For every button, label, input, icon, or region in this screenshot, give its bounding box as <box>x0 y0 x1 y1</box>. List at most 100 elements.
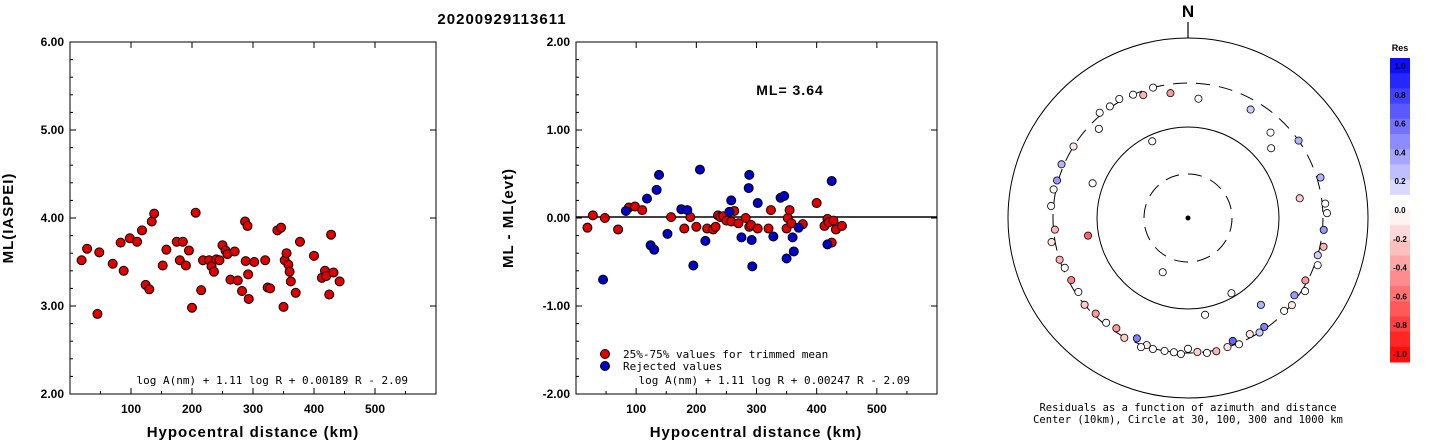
station-point <box>1094 124 1103 133</box>
rejected-point <box>793 222 804 233</box>
station-point <box>1160 346 1169 355</box>
plot2-xtick-label: 200 <box>686 402 706 416</box>
ml-point <box>149 208 160 219</box>
station-point <box>1301 276 1310 285</box>
station-point <box>1120 333 1129 342</box>
trimmed-point <box>752 223 763 234</box>
ml-point <box>177 236 188 247</box>
rejected-point <box>826 176 837 187</box>
rejected-point <box>787 232 798 243</box>
station-point <box>1166 89 1175 98</box>
ml-point <box>326 229 337 240</box>
trimmed-point <box>836 220 847 231</box>
legend-label-trimmed: 25%-75% values for trimmed mean <box>623 348 828 361</box>
station-point <box>1290 291 1299 300</box>
plot1-xtick-label: 400 <box>304 402 324 416</box>
rejected-point <box>662 228 673 239</box>
station-point <box>1137 343 1146 352</box>
colorbar-cell <box>1390 194 1410 211</box>
plot1-xtick-label: 100 <box>121 402 141 416</box>
colorbar-tick-label: 0.8 <box>1394 91 1406 100</box>
station-point <box>1227 289 1236 298</box>
colorbar-cell <box>1390 88 1410 105</box>
ml-point <box>232 275 243 286</box>
station-point <box>1176 350 1185 359</box>
station-point <box>1194 94 1203 103</box>
plot1-xtick-label: 200 <box>182 402 202 416</box>
station-point <box>1053 176 1062 185</box>
colorbar-cell <box>1390 58 1410 74</box>
ml-point <box>309 250 319 261</box>
colorbar-tick-label: 0.6 <box>1394 120 1406 129</box>
ml-point <box>281 248 292 259</box>
colorbar-cell <box>1390 149 1410 165</box>
colorbar-tick-label: 0.2 <box>1394 177 1406 186</box>
plot2-xtick-label: 100 <box>626 402 646 416</box>
trimmed-point <box>763 223 774 234</box>
station-point <box>1158 268 1167 277</box>
rejected-point <box>736 232 747 243</box>
trimmed-point <box>679 223 690 234</box>
station-point <box>1148 137 1157 146</box>
trimmed-point <box>784 205 795 216</box>
rejected-point <box>700 235 711 246</box>
trimmed-point <box>613 224 624 235</box>
station-point <box>1319 225 1328 234</box>
station-point <box>1067 276 1076 285</box>
station-point <box>1245 330 1254 339</box>
ml-point <box>136 225 147 236</box>
plot2-ytick-label: 2.00 <box>547 35 571 49</box>
rejected-point <box>724 206 735 217</box>
station-point <box>1115 94 1124 103</box>
colorbar-cell <box>1390 255 1410 272</box>
ml-point <box>132 236 143 247</box>
rejected-point <box>768 231 779 242</box>
residual-colorbar: Res 1.0 0.8 0.6 0.4 0.2 0.0 -0.2 -0.4 -0.6 -0.8 -1… <box>1390 43 1410 363</box>
rejected-point <box>620 205 631 216</box>
colorbar-cell <box>1390 73 1410 89</box>
colorbar-tick-label: -0.6 <box>1393 292 1407 301</box>
plot1-xtick-label: 500 <box>365 402 385 416</box>
legend-marker-trimmed <box>600 349 610 359</box>
station-point <box>1295 194 1304 203</box>
ml-point <box>334 276 345 287</box>
colorbar-cell <box>1390 118 1410 135</box>
station-point <box>1047 238 1056 247</box>
rejected-point <box>682 205 693 216</box>
colorbar-cell <box>1390 103 1410 120</box>
station-point <box>1321 199 1330 208</box>
trimmed-point <box>587 210 598 221</box>
station-point <box>1057 160 1066 169</box>
station-point <box>1169 348 1178 357</box>
colorbar-cell <box>1390 225 1410 241</box>
station-point <box>1212 347 1221 356</box>
colorbar-tick-label: -0.2 <box>1393 235 1407 244</box>
station-point <box>1047 202 1056 211</box>
colorbar-cell <box>1390 134 1410 150</box>
station-point <box>1069 142 1078 151</box>
rejected-point <box>744 169 755 180</box>
station-point <box>1223 343 1232 352</box>
station-point <box>1246 105 1255 114</box>
trimmed-point <box>765 205 776 216</box>
ml-point <box>214 255 225 266</box>
rejected-point <box>649 244 660 255</box>
colorbar-cell <box>1390 331 1410 348</box>
ml-point <box>265 283 276 294</box>
rejected-point <box>779 191 790 201</box>
polar-caption-line2: Center (10km), Circle at 30, 100, 300 an… <box>1033 414 1343 426</box>
ml-point <box>107 258 118 269</box>
plot1-points <box>76 207 345 319</box>
ml-point <box>229 246 240 257</box>
plot2-ytick-label: -2.00 <box>543 387 571 401</box>
plot1-xtick-label: 300 <box>243 402 263 416</box>
station-point <box>1267 144 1276 153</box>
plot2-xtick-label: 300 <box>746 402 766 416</box>
ml-point <box>190 207 201 218</box>
station-point <box>1129 90 1138 99</box>
colorbar-title: Res <box>1392 43 1409 53</box>
plot2-x-axis-label: Hypocentral distance (km) <box>650 424 863 441</box>
rejected-point <box>822 239 833 250</box>
trimmed-point <box>637 205 648 216</box>
trimmed-point <box>811 198 822 209</box>
